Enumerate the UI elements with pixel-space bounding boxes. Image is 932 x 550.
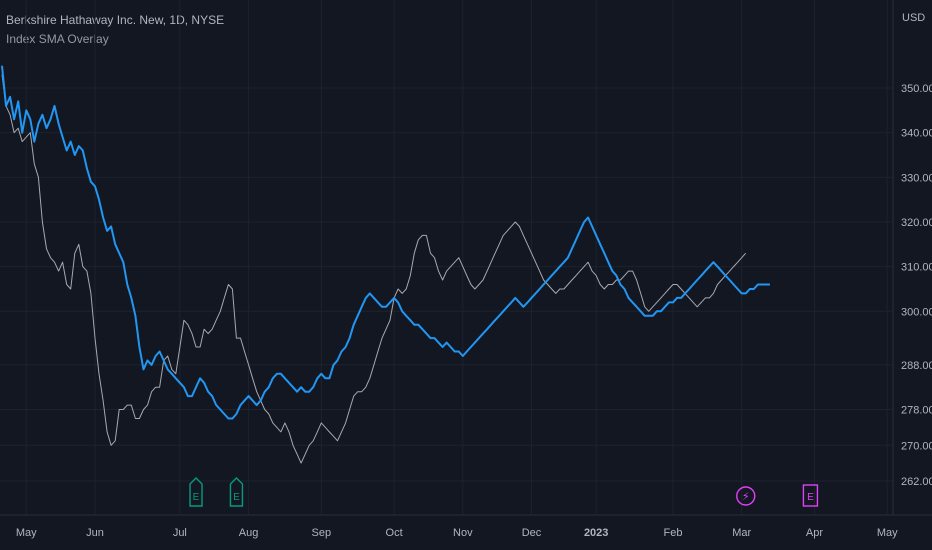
currency-label[interactable]: USD — [902, 12, 926, 24]
x-tick-label: Nov — [453, 527, 473, 539]
earnings-marker[interactable]: E — [229, 477, 244, 507]
x-tick-label: Feb — [664, 527, 683, 539]
x-tick-label: Jun — [86, 527, 104, 539]
y-tick-label: 330.00 — [901, 172, 932, 184]
x-tick-label: Jul — [173, 527, 187, 539]
marker-label: ⚡ — [742, 490, 750, 503]
dividend-marker-shape — [736, 486, 756, 506]
y-tick-label: 288.00 — [901, 360, 932, 372]
earnings-marker-shape — [802, 484, 819, 507]
x-tick-label: May — [16, 527, 37, 539]
chart-title: Berkshire Hathaway Inc. New, 1D, NYSE — [6, 13, 225, 27]
x-tick-label: Aug — [239, 527, 259, 539]
y-tick-label: 310.00 — [901, 262, 932, 274]
time-axis[interactable]: May Jun Jul Aug Sep Oct Nov Dec 2023 Feb Mar Apr May… — [16, 527, 932, 539]
dividend-bolt-marker[interactable]: ⚡ — [736, 486, 756, 506]
price-axis[interactable]: 262.00 270.00 278.00 288.00 300.00 310.00 320.… — [901, 83, 932, 488]
x-tick-label: Apr — [806, 527, 823, 539]
series-layer — [1, 65, 770, 464]
x-tick-label: Dec — [522, 527, 542, 539]
series-line-index-sma — [1, 74, 747, 464]
earnings-marker-shape — [229, 477, 244, 507]
grid — [0, 0, 893, 515]
y-tick-label: 270.00 — [901, 440, 932, 452]
earnings-marker-shape — [189, 477, 203, 507]
series-line-price — [1, 65, 770, 420]
x-tick-label: Oct — [386, 527, 403, 539]
earnings-marker[interactable]: E — [802, 484, 819, 507]
y-tick-label: 300.00 — [901, 306, 932, 318]
y-tick-label: 262.00 — [901, 476, 932, 488]
marker-label: E — [233, 492, 240, 503]
event-markers[interactable]: E E ⚡ E — [189, 477, 819, 507]
indicator-label[interactable]: Index SMA Overlay — [6, 32, 109, 46]
x-tick-label: May — [877, 527, 898, 539]
x-tick-label: Mar — [732, 527, 751, 539]
x-tick-label: 2023 — [584, 527, 608, 539]
y-tick-label: 340.00 — [901, 128, 932, 140]
marker-label: E — [193, 492, 200, 503]
x-tick-label: Sep — [312, 527, 332, 539]
y-tick-label: 320.00 — [901, 217, 932, 229]
y-tick-label: 350.00 — [901, 83, 932, 95]
y-tick-label: 278.00 — [901, 405, 932, 417]
earnings-marker[interactable]: E — [189, 477, 203, 507]
marker-label: E — [807, 492, 814, 503]
